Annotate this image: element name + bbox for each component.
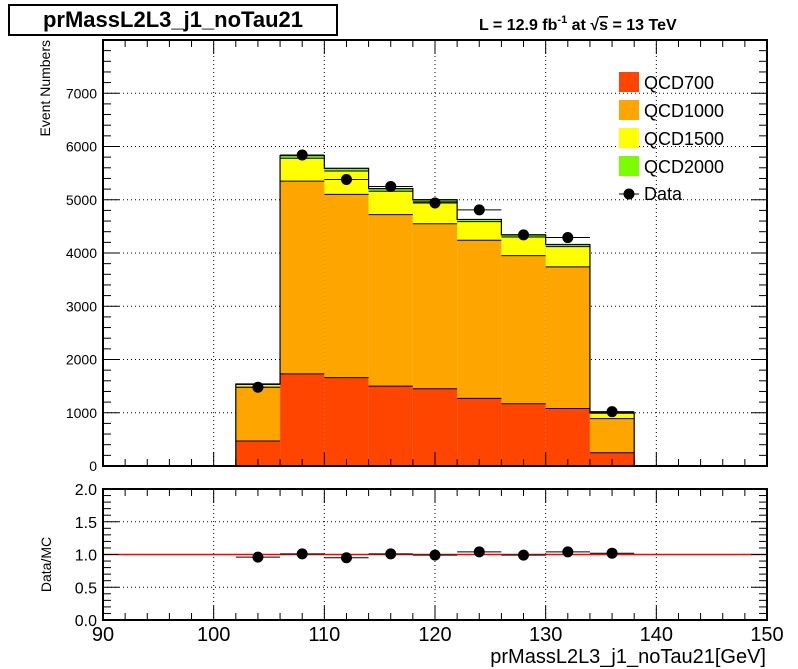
ratio-ytick-label: 1.0 bbox=[75, 548, 97, 565]
bar-qcd1000 bbox=[324, 194, 369, 378]
top-ytick-label: 5000 bbox=[66, 192, 97, 208]
ratio-axis-ticks: 0.0 0.5 1.0 1.5 2.0 90 100 110 120 130 140 150 bbox=[75, 482, 784, 646]
data-point bbox=[562, 232, 574, 244]
ratio-y-axis-label: Data/MC bbox=[38, 537, 54, 592]
xtick-label: 140 bbox=[640, 624, 673, 646]
bar-qcd700 bbox=[324, 377, 369, 466]
bar-qcd2000 bbox=[545, 244, 590, 247]
bar-qcd1000 bbox=[457, 240, 502, 399]
data-point bbox=[340, 174, 352, 186]
bar-qcd700 bbox=[545, 408, 590, 466]
bar-qcd700 bbox=[501, 403, 546, 466]
lumi-label: L = 12.9 fb-1 at √s = 13 TeV bbox=[479, 14, 677, 34]
ratio-point bbox=[252, 551, 264, 563]
legend-swatch bbox=[619, 128, 639, 148]
top-ytick-label: 4000 bbox=[66, 245, 97, 261]
data-point bbox=[385, 180, 397, 192]
bar-qcd1000 bbox=[235, 387, 281, 441]
bar-qcd1000 bbox=[589, 418, 635, 453]
x-axis-label: prMassL2L3_j1_noTau21[GeV] bbox=[490, 646, 766, 668]
ratio-panel: 0.0 0.5 1.0 1.5 2.0 90 100 110 120 130 140 150 Data… bbox=[38, 482, 784, 668]
legend-swatch bbox=[619, 72, 639, 92]
ratio-point bbox=[429, 549, 441, 561]
bar-qcd1000 bbox=[501, 255, 546, 404]
legend-label: QCD1000 bbox=[644, 101, 724, 121]
top-ytick-label: 7000 bbox=[66, 85, 97, 101]
bar-qcd1000 bbox=[280, 181, 325, 374]
data-point bbox=[429, 197, 441, 209]
data-point bbox=[296, 149, 308, 161]
ratio-point bbox=[606, 547, 618, 559]
bar-qcd700 bbox=[368, 386, 413, 466]
data-point bbox=[606, 406, 618, 418]
legend-data-marker bbox=[623, 188, 635, 200]
ratio-ytick-label: 0.0 bbox=[75, 613, 97, 630]
legend-label: QCD2000 bbox=[644, 157, 724, 177]
xtick-label: 130 bbox=[529, 624, 562, 646]
xtick-label: 90 bbox=[92, 624, 114, 646]
ratio-point bbox=[340, 552, 352, 564]
bar-qcd1000 bbox=[368, 214, 413, 387]
top-axis-ticks: 0 1000 2000 3000 4000 5000 6000 7000 bbox=[66, 39, 768, 474]
top-ytick-label: 3000 bbox=[66, 298, 97, 314]
bar-qcd1500 bbox=[457, 221, 502, 241]
bar-qcd700 bbox=[457, 398, 502, 466]
legend-label: QCD700 bbox=[644, 73, 714, 93]
legend-swatch bbox=[619, 100, 639, 120]
data-point bbox=[518, 229, 530, 241]
top-ytick-label: 0 bbox=[89, 458, 97, 474]
bar-qcd2000 bbox=[457, 219, 502, 222]
y-axis-label: Event Numbers bbox=[37, 40, 53, 136]
xtick-label: 120 bbox=[418, 624, 451, 646]
ratio-ytick-label: 0.5 bbox=[75, 580, 97, 597]
ratio-points bbox=[235, 546, 635, 564]
bar-qcd700 bbox=[280, 373, 325, 466]
xtick-label: 110 bbox=[308, 624, 340, 646]
data-point bbox=[252, 381, 264, 393]
ratio-point bbox=[296, 548, 308, 560]
top-ytick-label: 1000 bbox=[66, 405, 97, 421]
legend-label: QCD1500 bbox=[644, 129, 724, 149]
bar-qcd1500 bbox=[501, 237, 546, 256]
bar-qcd1500 bbox=[280, 158, 325, 182]
bar-qcd1000 bbox=[412, 223, 458, 389]
xtick-label: 150 bbox=[750, 624, 783, 646]
bar-qcd1500 bbox=[368, 191, 413, 215]
legend-label: Data bbox=[644, 184, 683, 204]
data-points bbox=[235, 149, 635, 418]
bar-qcd1500 bbox=[545, 246, 590, 267]
ratio-point bbox=[385, 548, 397, 560]
bar-qcd1000 bbox=[545, 266, 590, 409]
top-ytick-label: 6000 bbox=[66, 139, 97, 155]
ratio-point bbox=[518, 549, 530, 561]
chart-title: prMassL2L3_j1_noTau21 bbox=[8, 4, 338, 36]
stacked-bars bbox=[103, 154, 767, 467]
ratio-ytick-label: 1.5 bbox=[75, 515, 97, 532]
legend-swatch bbox=[619, 156, 639, 176]
ratio-point bbox=[562, 546, 574, 558]
main-histogram-panel: 0 1000 2000 3000 4000 5000 6000 7000 Event Numb… bbox=[37, 39, 768, 474]
xtick-label: 100 bbox=[197, 624, 230, 646]
top-ytick-label: 2000 bbox=[66, 352, 97, 368]
ratio-point bbox=[473, 546, 485, 558]
legend: QCD700 QCD1000 QCD1500 QCD2000 Data bbox=[619, 72, 724, 204]
data-point bbox=[473, 204, 485, 216]
bar-qcd2000 bbox=[324, 168, 369, 171]
bar-qcd1500 bbox=[412, 201, 458, 224]
ratio-ytick-label: 2.0 bbox=[75, 482, 97, 499]
